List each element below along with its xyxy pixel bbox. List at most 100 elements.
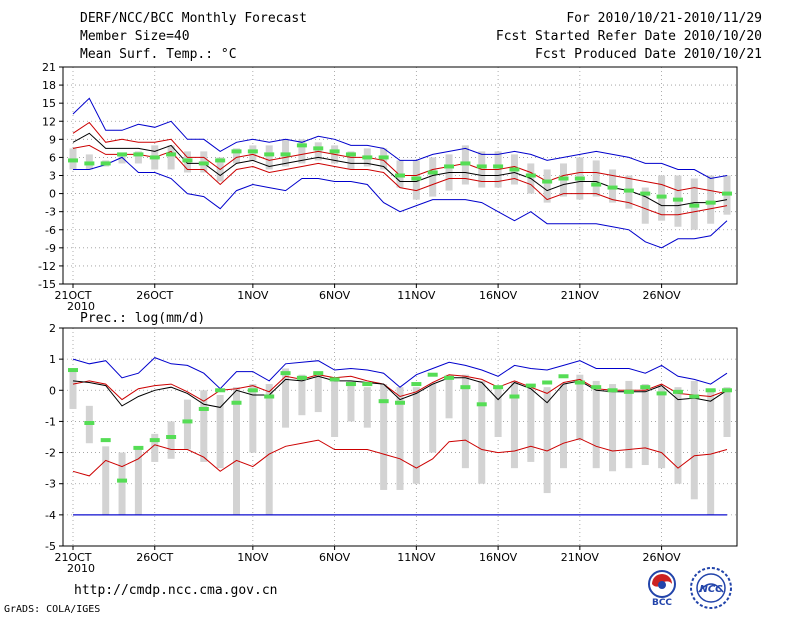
median-marker: [591, 182, 602, 187]
y-tick-label: 9: [49, 133, 56, 146]
x-tick-label: 21NOV: [561, 551, 600, 564]
series-ensemble-max: [72, 97, 728, 180]
spread-box: [641, 384, 649, 466]
y-tick-label: -1: [45, 415, 56, 428]
x-tick-label: 26NOV: [642, 551, 681, 564]
median-marker: [264, 152, 275, 157]
median-marker: [476, 164, 487, 169]
median-marker: [215, 388, 226, 393]
y-tick-label: 3: [49, 170, 56, 183]
y-tick-label: 15: [42, 97, 56, 110]
median-marker: [231, 400, 242, 405]
median-marker: [378, 399, 389, 404]
y-tick-label: -6: [45, 224, 56, 237]
spread-box: [543, 169, 551, 203]
x-tick-label: 26OCT: [136, 289, 173, 302]
spread-box: [265, 384, 273, 515]
x-tick-label: 21OCT: [54, 289, 91, 302]
median-marker: [149, 438, 160, 443]
median-marker: [623, 389, 634, 394]
spread-box: [560, 384, 567, 469]
median-marker: [247, 149, 258, 154]
series-ensemble-min: [73, 156, 728, 249]
median-marker: [542, 380, 553, 385]
forecast-start-date: Fcst Started Refer Date 2010/10/20: [495, 29, 762, 44]
spread-box: [658, 387, 666, 469]
median-marker: [525, 173, 536, 178]
series-upper: [72, 374, 728, 402]
source-url[interactable]: http://cmdp.ncc.cma.gov.cn: [74, 583, 278, 598]
series-lower: [72, 438, 728, 477]
spread-box: [396, 387, 404, 490]
median-marker: [607, 388, 618, 393]
median-marker: [509, 167, 520, 172]
x-tick-label: 6NOV: [319, 551, 351, 564]
y-tick-label: -9: [45, 242, 56, 255]
median-marker: [656, 194, 667, 199]
series-ensemble-mean: [72, 132, 728, 207]
median-marker: [345, 382, 356, 387]
spread-box: [183, 399, 191, 450]
median-marker: [558, 176, 569, 181]
median-marker: [395, 173, 405, 178]
ncc-logo-arc-icon: [698, 583, 724, 593]
spread-box: [249, 384, 257, 453]
x-tick-label: 21NOV: [561, 289, 600, 302]
ncc-logo: NCC: [690, 567, 732, 609]
spread-box: [347, 380, 355, 422]
spread-box: [363, 387, 371, 428]
forecast-produced-date: Fcst Produced Date 2010/10/21: [535, 47, 762, 62]
spread-box: [592, 380, 600, 469]
series-ensemble-mean: [72, 375, 728, 408]
y-tick-label: 18: [42, 79, 56, 92]
median-marker: [182, 158, 193, 163]
median-marker: [198, 161, 209, 166]
spread-box: [625, 380, 633, 469]
y-tick-label: -4: [45, 509, 56, 522]
x-tick-label: 21OCT: [54, 551, 91, 564]
median-marker: [525, 383, 536, 388]
spread-box: [118, 452, 126, 515]
median-marker: [493, 164, 504, 169]
median-marker: [591, 385, 602, 390]
median-marker: [198, 406, 209, 411]
y-tick-label: -12: [38, 260, 56, 273]
median-marker: [705, 200, 716, 205]
spread-box: [429, 157, 437, 197]
median-marker: [100, 438, 111, 443]
y-tick-label: 2: [49, 322, 56, 335]
median-marker: [640, 385, 651, 390]
median-marker: [133, 445, 144, 450]
y-tick-label: 21: [42, 61, 56, 74]
median-marker: [411, 382, 422, 387]
median-marker: [133, 152, 144, 157]
median-marker: [68, 368, 78, 373]
median-marker: [607, 185, 618, 190]
spread-box: [134, 151, 142, 164]
spread-box: [102, 446, 110, 515]
plot-frame: [62, 327, 738, 547]
spread-box: [216, 394, 224, 469]
median-marker: [476, 402, 487, 407]
median-marker: [427, 372, 438, 377]
median-marker: [460, 385, 471, 390]
median-marker: [411, 176, 422, 181]
median-marker: [493, 385, 504, 390]
median-marker: [722, 388, 732, 393]
median-marker: [280, 371, 291, 376]
spread-box: [510, 380, 518, 469]
spread-box: [609, 384, 617, 472]
bcc-logo-center-icon: [658, 581, 666, 589]
spread-box: [118, 154, 126, 164]
y-tick-label: 6: [49, 151, 56, 164]
y-tick-label: 0: [49, 384, 56, 397]
median-marker: [166, 435, 177, 439]
median-marker: [264, 394, 275, 399]
year-label: 2010: [67, 562, 95, 575]
median-marker: [231, 149, 242, 154]
median-marker: [444, 375, 455, 380]
median-marker: [705, 388, 716, 393]
spread-box: [527, 387, 535, 462]
